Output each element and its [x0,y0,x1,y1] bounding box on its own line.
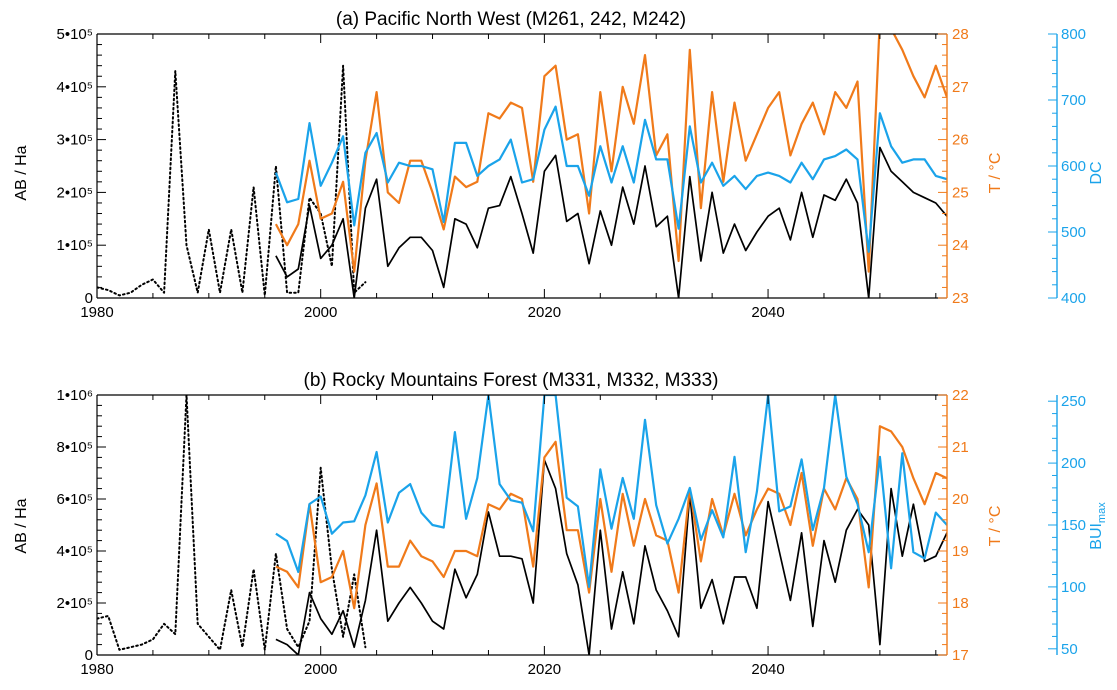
left-axis-tick-label: 1•10⁶ [57,387,93,404]
x-tick-label: 2020 [528,304,561,321]
left-axis-tick-label: 0 [85,290,93,307]
temperature-axis-tick-label: 28 [952,26,969,43]
left-axis-tick-label: 6•10⁵ [57,491,94,508]
series-black-dotted-line [97,64,367,297]
x-tick-label: 1980 [80,304,113,321]
secondary-axis-tick-label: 200 [1061,455,1086,472]
secondary-axis-tick-label: 100 [1061,579,1086,596]
panel-b-title: (b) Rocky Mountains Forest (M331, M332, … [304,370,719,391]
left-axis-tick-label: 4•10⁵ [57,79,94,96]
temperature-axis-tick-label: 26 [952,132,969,149]
x-tick-label: 1980 [80,661,113,678]
secondary-axis-tick-label: 500 [1061,224,1086,241]
left-axis-tick-label: 8•10⁵ [57,439,94,456]
panel-a-title: (a) Pacific North West (M261, 242, M242) [336,9,686,30]
left-axis-tick-label: 1•10⁵ [57,237,94,254]
x-tick-label: 2000 [304,304,337,321]
panel-b-bui-axis-label: BUImax [1088,502,1108,550]
temperature-axis-tick-label: 22 [952,387,969,404]
x-tick-label: 2000 [304,661,337,678]
panel-a-left-axis-label: AB / Ha [13,145,30,200]
left-axis-tick-label: 3•10⁵ [57,132,94,149]
secondary-axis-tick-label: 700 [1061,92,1086,109]
left-axis-tick-label: 2•10⁵ [57,184,94,201]
temperature-axis-tick-label: 17 [952,647,969,664]
x-tick-label: 2040 [751,661,784,678]
left-axis-tick-label: 5•10⁵ [57,26,94,43]
series-blue-solid-line [275,395,947,589]
left-axis-tick-label: 2•10⁵ [57,595,94,612]
left-axis-tick-label: 0 [85,647,93,664]
secondary-axis-tick-label: 50 [1061,641,1078,658]
series-black-dotted-line [97,395,367,651]
temperature-axis-tick-label: 25 [952,184,969,201]
series-blue-solid-line [274,105,947,253]
secondary-axis-tick-label: 400 [1061,290,1086,307]
temperature-axis-tick-label: 27 [952,79,969,96]
plot-area [97,395,947,655]
secondary-axis-tick-label: 600 [1061,158,1086,175]
series-orange-solid-line [275,425,947,610]
secondary-axis-tick-label: 150 [1061,517,1086,534]
panel-a-dc-axis-label: DC [1088,161,1105,184]
panel-b-left-axis-label: AB / Ha [13,498,30,553]
series-black-solid-line [275,459,947,655]
secondary-axis-tick-label: 800 [1061,26,1086,43]
series-black-solid-line [275,146,947,298]
plot-area [97,34,947,298]
temperature-axis-tick-label: 18 [952,595,969,612]
panel-b: (b) Rocky Mountains Forest (M331, M332, … [13,370,1108,678]
series-orange-solid-line [274,34,947,273]
temperature-axis-tick-label: 20 [952,491,969,508]
temperature-axis-tick-label: 21 [952,439,969,456]
panel-a: (a) Pacific North West (M261, 242, M242)… [13,9,1105,321]
left-axis-tick-label: 4•10⁵ [57,543,94,560]
temperature-axis-tick-label: 24 [952,237,969,254]
x-tick-label: 2020 [528,661,561,678]
temperature-axis-tick-label: 19 [952,543,969,560]
panel-a-temperature-axis-label: T / °C [987,153,1004,194]
secondary-axis-tick-label: 250 [1061,393,1086,410]
x-tick-label: 2040 [751,304,784,321]
temperature-axis-tick-label: 23 [952,290,969,307]
panel-b-temperature-axis-label: T / °C [987,506,1004,547]
